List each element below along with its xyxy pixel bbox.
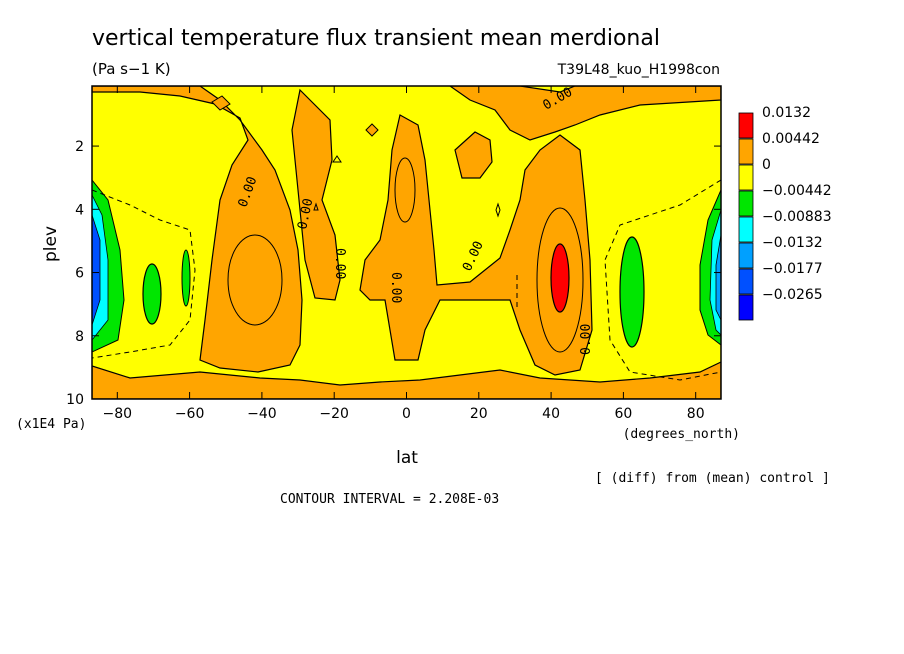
inner-contour-equator [394, 157, 416, 223]
legend-swatch [738, 164, 754, 191]
legend-label: 0.00442 [762, 131, 820, 147]
legend-label: −0.0132 [762, 235, 823, 251]
dashed-contour-south [92, 189, 196, 359]
y-tick-label: 10 [66, 392, 84, 408]
y-axis-ticks: 2 4 6 8 10 [66, 139, 721, 408]
chart-title: vertical temperature flux transient mean… [92, 26, 660, 51]
y-tick-label: 4 [75, 202, 84, 218]
x-tick-label: −20 [319, 406, 349, 422]
inner-contour-north-outer [536, 207, 584, 353]
run-label: T39L48_kuo_H1998con [557, 62, 720, 78]
orange-region-bottom [92, 361, 721, 399]
legend-label: 0.0132 [762, 105, 811, 121]
green-region-north [619, 236, 645, 348]
green-region-south [142, 263, 162, 325]
legend-swatch [738, 268, 754, 295]
x-tick-label: 60 [614, 406, 632, 422]
x-tick-label: −60 [175, 406, 205, 422]
x-axis-label: lat [396, 448, 418, 468]
y-axis-units: (x1E4 Pa) [16, 417, 86, 432]
y-tick-label: 8 [75, 329, 84, 345]
orange-region-equator [359, 114, 593, 376]
orange-region-north-blob [454, 131, 493, 179]
inner-contour-south [227, 234, 283, 326]
green-region-south-small [181, 249, 191, 307]
footer-note: [ (diff) from (mean) control ] [595, 471, 830, 486]
orange-region-south-column [291, 88, 341, 301]
legend-swatch [738, 216, 754, 243]
contour-label: 0.00 [388, 272, 403, 303]
x-axis-units: (degrees_north) [623, 427, 740, 442]
contour-label: 0.00 [295, 197, 316, 231]
red-region-max [550, 243, 570, 313]
legend-swatch [738, 138, 754, 165]
legend-swatch [738, 294, 754, 321]
legend-label: −0.0265 [762, 287, 823, 303]
y-tick-label: 6 [75, 266, 84, 282]
right-edge-blue [715, 234, 721, 321]
x-tick-label: 0 [402, 406, 411, 422]
legend-label: 0 [762, 157, 771, 173]
small-contour-3 [332, 155, 342, 163]
x-tick-label: 40 [542, 406, 560, 422]
x-tick-label: 80 [687, 406, 705, 422]
x-axis-ticks: −80 −60 −40 −20 0 20 40 60 80 [103, 86, 705, 422]
legend-label: −0.00442 [762, 183, 832, 199]
color-legend: 0.0132 0.00442 0 −0.00442 −0.00883 −0.0132 −0.… [738, 105, 832, 321]
x-tick-label: −80 [103, 406, 133, 422]
contour-label: 0.00 [332, 248, 347, 279]
x-tick-label: −40 [247, 406, 277, 422]
small-contour-5 [313, 202, 319, 211]
small-contour-4 [495, 202, 501, 218]
x-tick-label: 20 [470, 406, 488, 422]
legend-label: −0.00883 [762, 209, 832, 225]
contour-label: 0.00 [579, 324, 594, 355]
legend-swatch [738, 242, 754, 269]
dashed-contour-north [604, 179, 721, 381]
legend-swatch [738, 190, 754, 217]
contour-interval: CONTOUR INTERVAL = 2.208E-03 [280, 492, 499, 507]
left-edge-blue [92, 214, 101, 326]
y-axis-label: plev [41, 226, 61, 262]
legend-swatch [738, 112, 754, 139]
plot-area: 0.00 0.00 0.00 0.00 0.00 0.00 0.00 −80 −6… [66, 85, 722, 422]
chart-units: (Pa s−1 K) [92, 60, 171, 78]
y-tick-label: 2 [75, 139, 84, 155]
small-contour-2 [365, 123, 379, 137]
orange-region-north-top [448, 86, 721, 141]
small-contour-1 [211, 95, 231, 111]
legend-label: −0.0177 [762, 261, 823, 277]
